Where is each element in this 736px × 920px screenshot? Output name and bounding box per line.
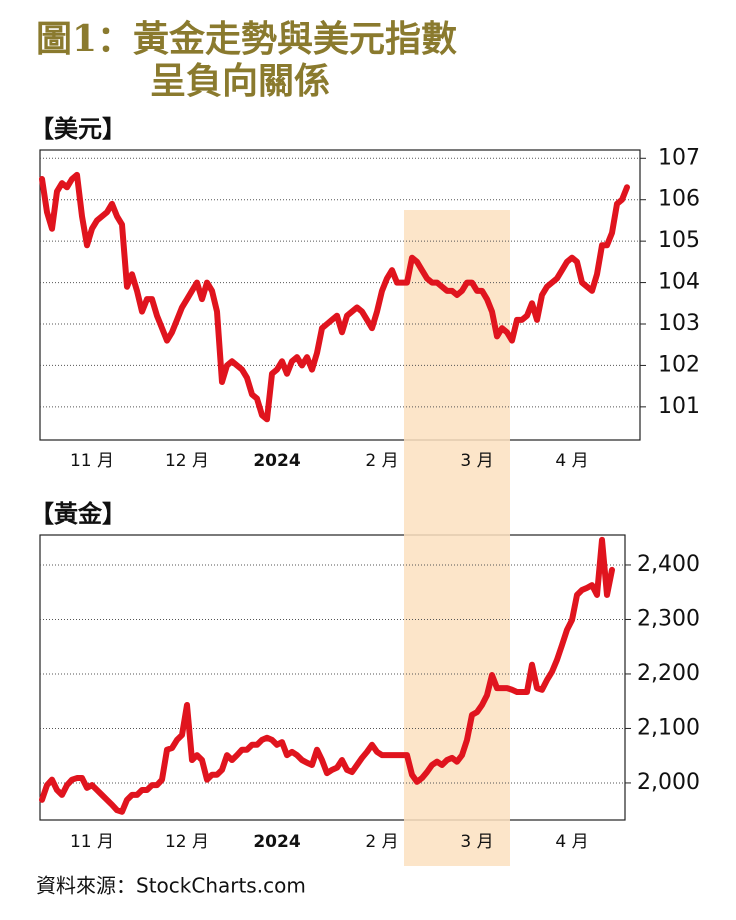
plot-frame xyxy=(39,149,641,441)
x-tick-label: 12 月 xyxy=(165,832,209,852)
x-tick-label: 2 月 xyxy=(365,451,398,471)
y-tick-label: 105 xyxy=(658,228,700,253)
y-tick-label: 102 xyxy=(658,352,700,377)
chart-title: 呈負向關係 xyxy=(150,60,330,102)
panel-title: 【美元】 xyxy=(30,115,126,143)
x-tick-label: 3 月 xyxy=(460,832,493,852)
chart-title: 圖1：黃金走勢與美元指數 xyxy=(36,18,457,60)
x-tick-label: 3 月 xyxy=(460,451,493,471)
y-tick-label: 103 xyxy=(658,311,700,336)
x-tick-label: 4 月 xyxy=(555,832,588,852)
plots: 【美元】 101 102 103 104 105 106 107 11 月 12 月 2024 2 月… xyxy=(30,115,700,852)
x-tick-label: 4 月 xyxy=(555,451,588,471)
x-tick-label: 12 月 xyxy=(165,451,209,471)
y-tick-label: 101 xyxy=(658,394,700,419)
y-tick-label: 106 xyxy=(658,187,700,212)
y-tick-label: 2,000 xyxy=(637,770,700,795)
x-tick-label: 2024 xyxy=(253,832,300,852)
data-line xyxy=(39,171,630,423)
x-tick-label: 2024 xyxy=(253,451,300,471)
y-tick-label: 2,200 xyxy=(637,661,700,686)
y-tick-label: 2,100 xyxy=(637,715,700,740)
x-tick-label: 11 月 xyxy=(70,451,114,471)
y-tick-label: 107 xyxy=(658,145,700,170)
y-tick-label: 104 xyxy=(658,270,700,295)
panel-title: 【黃金】 xyxy=(30,500,126,528)
data-line xyxy=(39,536,615,815)
y-tick-label: 2,300 xyxy=(637,606,700,631)
highlight-band xyxy=(404,210,510,866)
x-tick-label: 11 月 xyxy=(70,832,114,852)
y-tick-label: 2,400 xyxy=(637,552,700,577)
source: 資料來源：StockCharts.com xyxy=(36,874,306,898)
x-tick-label: 2 月 xyxy=(365,832,398,852)
